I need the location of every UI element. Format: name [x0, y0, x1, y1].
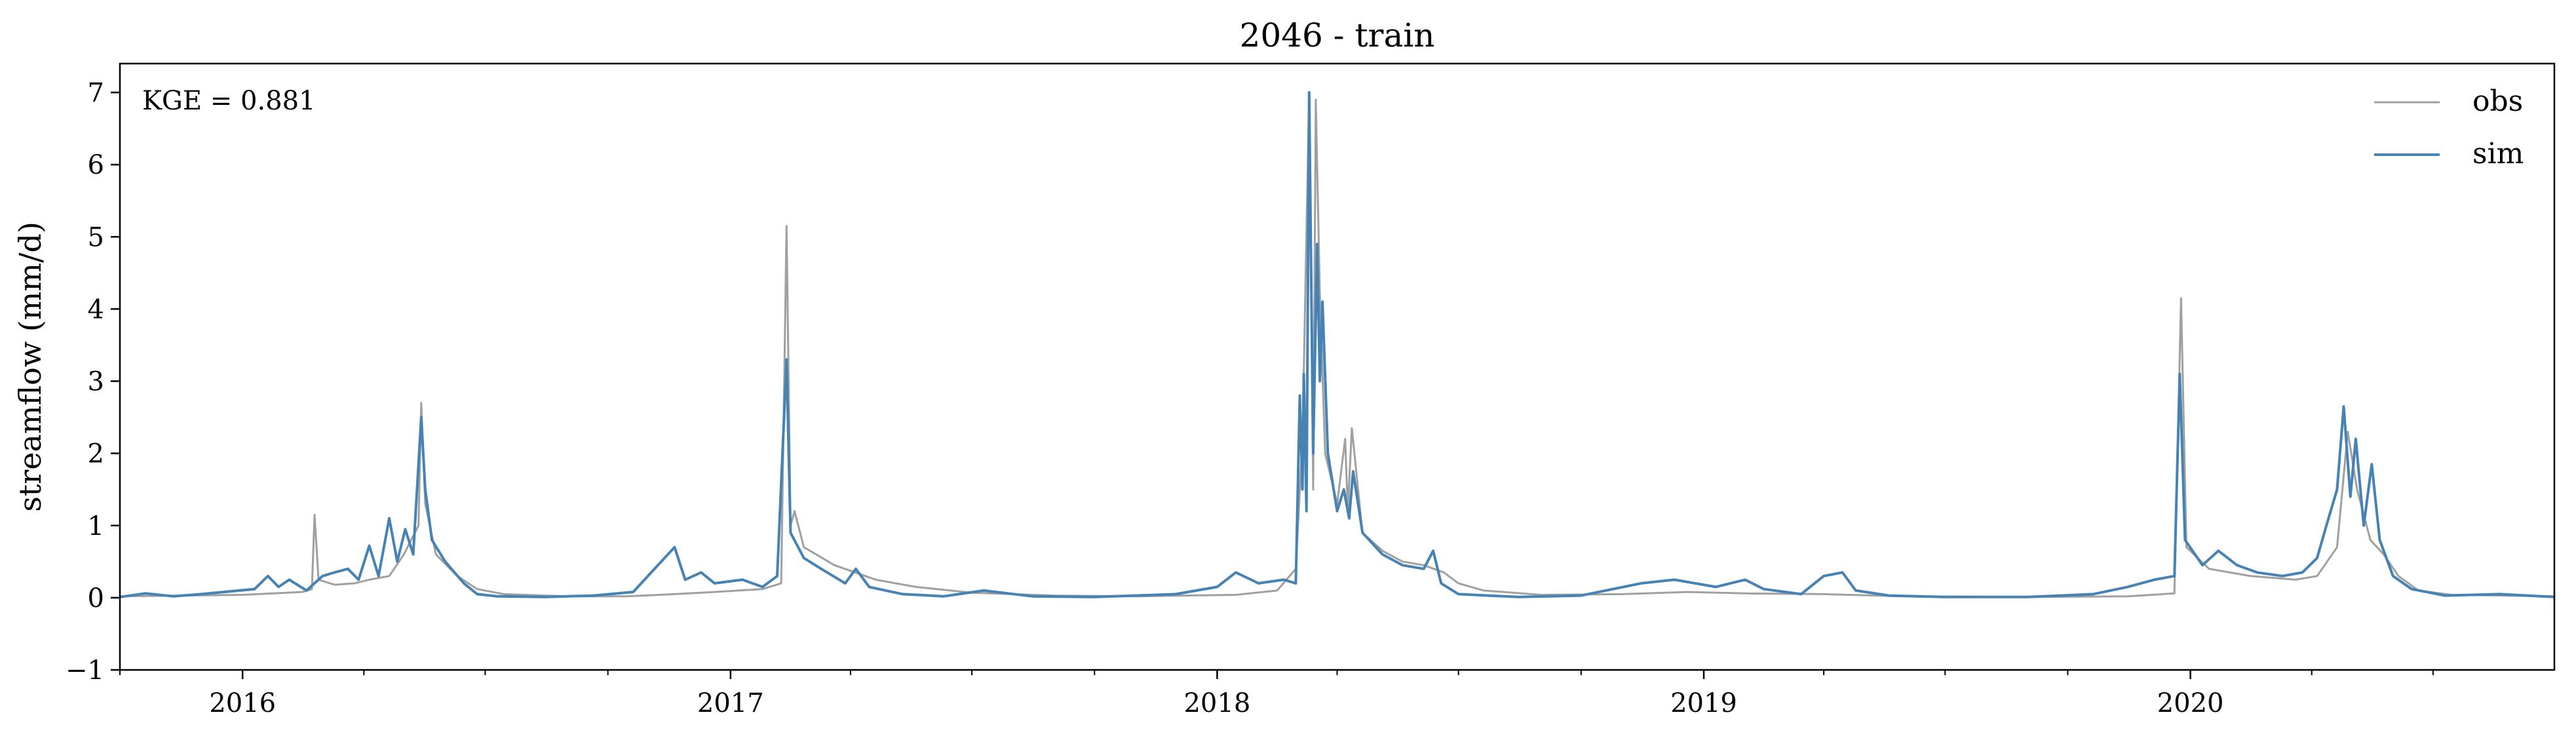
- y-tick-label: 0: [88, 583, 104, 614]
- y-tick-label: 3: [88, 367, 104, 397]
- x-tick-label: 2018: [1183, 688, 1250, 718]
- x-tick-label: 2016: [209, 688, 276, 718]
- legend: obs sim: [2374, 85, 2524, 170]
- y-tick-label: 5: [88, 222, 104, 252]
- legend-label-sim: sim: [2472, 137, 2524, 170]
- y-tick-label: −1: [66, 655, 104, 686]
- y-tick-label: 1: [88, 511, 104, 541]
- y-tick-label: 4: [88, 294, 104, 324]
- legend-label-obs: obs: [2472, 85, 2523, 118]
- plot-frame: [119, 62, 2556, 671]
- y-axis: −1 0 1 2 3 4 5 6 7: [66, 78, 120, 686]
- y-axis-label: streamflow (mm/d): [12, 222, 48, 512]
- plot-lines: [119, 91, 2555, 598]
- x-axis: 2016 2017 2018 2019 2020: [119, 670, 2434, 718]
- y-tick-label: 7: [88, 78, 104, 108]
- x-tick-label: 2020: [2157, 688, 2224, 718]
- x-tick-label: 2019: [1670, 688, 1737, 718]
- y-tick-label: 2: [88, 439, 104, 469]
- kge-annotation: KGE = 0.881: [142, 86, 316, 116]
- chart-title: 2046 - train: [1240, 16, 1435, 54]
- series-line-sim: [119, 91, 2555, 598]
- y-tick-label: 6: [88, 150, 104, 180]
- x-tick-label: 2017: [697, 688, 764, 718]
- series-line-obs: [119, 91, 2555, 598]
